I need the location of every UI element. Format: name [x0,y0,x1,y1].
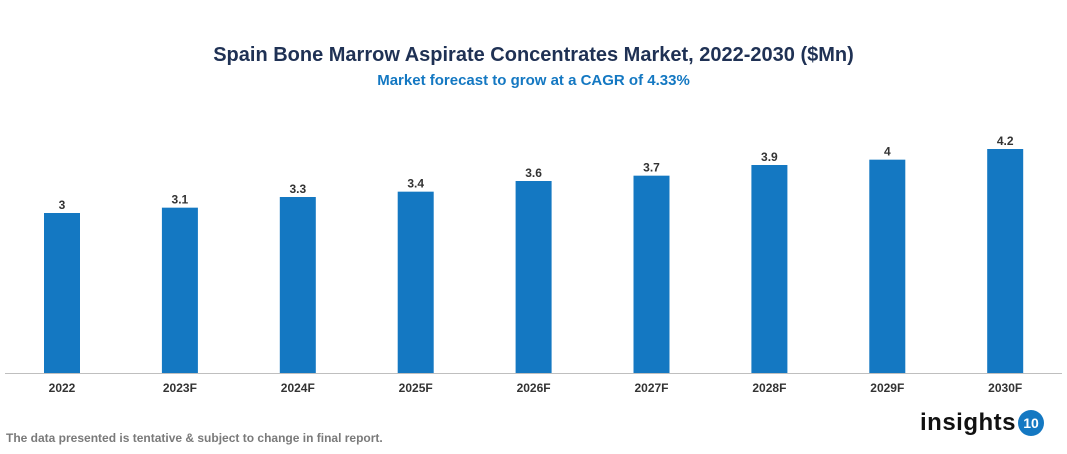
x-tick-label: 2025F [399,381,433,395]
x-tick-label: 2026F [517,381,551,395]
x-tick-label: 2027F [634,381,668,395]
data-label: 4.2 [997,134,1014,148]
x-tick-label: 2030F [988,381,1022,395]
logo-text: insights [920,409,1017,436]
data-label: 3.1 [172,193,189,207]
data-label: 3.7 [643,161,660,175]
bar-2026F [515,181,552,373]
bar-2025F [397,191,434,373]
bar-2023F [161,207,198,373]
disclaimer-note: The data presented is tentative & subjec… [6,431,383,445]
data-label: 3.6 [525,166,542,180]
bar-2028F [751,165,788,373]
bar-2024F [279,197,316,373]
bar-2029F [869,159,906,373]
data-label: 3.9 [761,150,778,164]
chart-subtitle: Market forecast to grow at a CAGR of 4.3… [377,72,690,89]
insights10-logo: insights 10 [920,409,1045,437]
logo-badge: 10 [1018,410,1045,436]
x-tick-label: 2023F [163,381,197,395]
bar-2022 [44,213,80,373]
chart-title: Spain Bone Marrow Aspirate Concentrates … [213,44,854,66]
data-label: 4 [884,145,891,159]
data-label: 3 [59,198,66,212]
x-tick-label: 2024F [281,381,315,395]
bar-2030F [987,149,1024,373]
x-tick-label: 2029F [870,381,904,395]
x-tick-label: 2022 [49,381,76,395]
data-label: 3.3 [289,182,306,196]
bar-2027F [633,175,670,373]
data-label: 3.4 [407,177,424,191]
x-tick-label: 2028F [752,381,786,395]
